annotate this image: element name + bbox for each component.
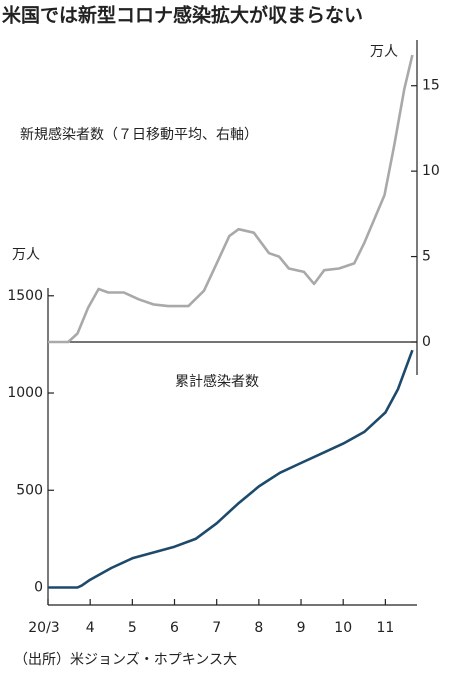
y2-tick-label: 0 bbox=[422, 334, 431, 350]
y2-unit: 万人 bbox=[370, 44, 398, 60]
x-tick-label: 6 bbox=[170, 620, 179, 636]
source: （出所）米ジョンズ・ホプキンス大 bbox=[14, 652, 237, 668]
x-tick-label: 8 bbox=[254, 620, 263, 636]
y2-tick-label: 15 bbox=[422, 78, 440, 94]
x-tick-label: 20/3 bbox=[28, 620, 59, 636]
x-tick-label: 9 bbox=[297, 620, 306, 636]
y-tick-label: 1500 bbox=[7, 288, 43, 304]
y2-tick-label: 10 bbox=[422, 163, 440, 179]
chart-title: 米国では新型コロナ感染拡大が収まらない bbox=[2, 4, 363, 27]
y-tick-label: 1000 bbox=[7, 385, 43, 401]
x-tick-label: 4 bbox=[86, 620, 95, 636]
x-tick-label: 5 bbox=[128, 620, 137, 636]
y-tick-label: 500 bbox=[16, 482, 43, 498]
series-line bbox=[48, 54, 414, 344]
annotation: 新規感染者数（７日移動平均、右軸） bbox=[20, 126, 258, 143]
x-tick-label: 7 bbox=[212, 620, 221, 636]
y-tick-label: 0 bbox=[34, 579, 43, 595]
series-line bbox=[48, 349, 414, 589]
x-tick-label: 11 bbox=[376, 620, 394, 636]
y-unit: 万人 bbox=[12, 247, 40, 263]
x-tick-label: 10 bbox=[334, 620, 352, 636]
annotation: 累計感染者数 bbox=[175, 373, 259, 390]
y2-tick-label: 5 bbox=[422, 249, 431, 265]
